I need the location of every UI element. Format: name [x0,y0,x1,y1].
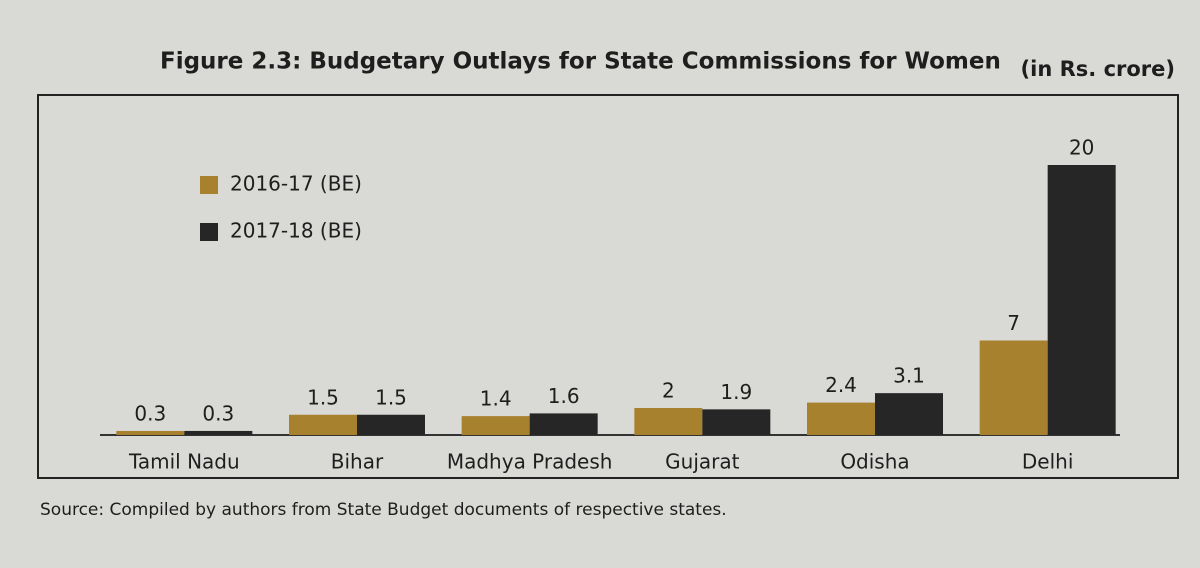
bar [184,430,253,435]
source-note: Source: Compiled by authors from State B… [40,500,727,520]
bar [357,414,425,435]
legend-label: 2017-18 (BE) [230,219,362,243]
legend-label: 2016-17 (BE) [230,172,362,196]
data-label: 20 [1069,136,1094,160]
bar [461,416,530,435]
legend-swatch [200,176,218,194]
data-label: 2.4 [825,373,857,397]
chart-frame [37,94,1179,479]
x-tick-label: Madhya Pradesh [447,450,613,474]
data-label: 2 [662,379,675,403]
data-label: 1.6 [548,384,580,408]
bar [289,414,357,435]
data-label: 1.9 [720,380,752,404]
bar [1047,165,1116,435]
data-label: 1.5 [375,385,407,409]
chart-title: Figure 2.3: Budgetary Outlays for State … [160,49,1001,75]
x-tick-label: Bihar [331,450,384,474]
x-tick-label: Delhi [1022,450,1074,474]
bar [702,409,771,435]
data-label: 0.3 [202,401,234,425]
bar [634,408,703,435]
data-label: 1.4 [480,387,512,411]
data-label: 1.5 [307,385,339,409]
data-label: 3.1 [893,364,925,388]
bar [979,340,1048,435]
x-tick-label: Gujarat [665,450,739,474]
bar [807,402,875,435]
x-tick-label: Odisha [840,450,909,474]
data-label: 7 [1007,311,1020,335]
legend-swatch [200,223,218,241]
bar [529,413,598,435]
bar [116,430,185,435]
chart-subtitle: (in Rs. crore) [1021,57,1175,81]
bar [875,393,943,435]
x-tick-label: Tamil Nadu [128,450,240,474]
data-label: 0.3 [134,401,166,425]
